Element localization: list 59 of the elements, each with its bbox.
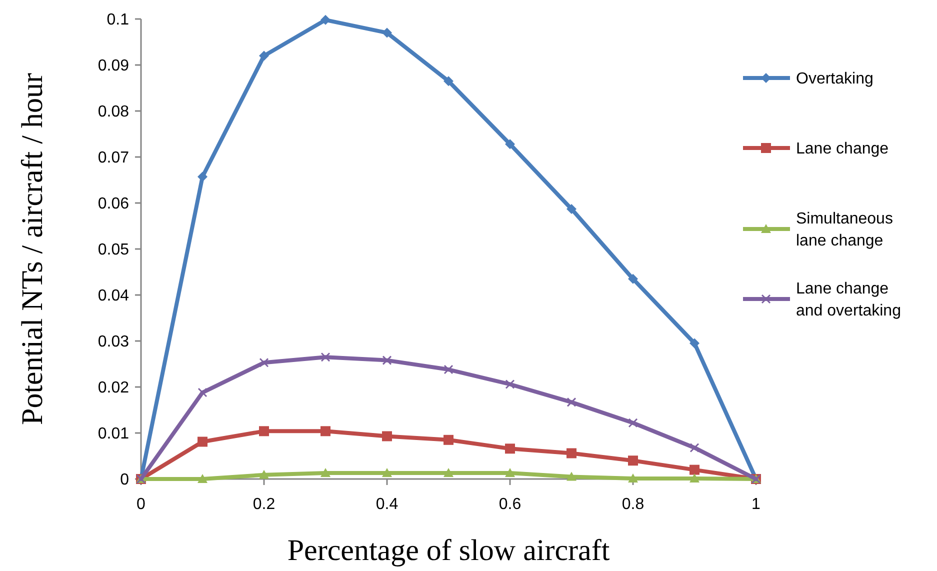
point: [444, 468, 454, 478]
point: [628, 418, 638, 428]
point: [198, 172, 208, 182]
legend-label: Lane change and overtaking: [796, 280, 901, 320]
y-tick-label: 0.01: [98, 426, 130, 443]
point: [259, 426, 269, 436]
point: [505, 379, 515, 389]
x-tick-label: 0.2: [252, 496, 276, 513]
x-tick-label: 0.6: [498, 496, 522, 513]
point: [259, 50, 269, 61]
point: [690, 474, 700, 483]
y-tick-label: 0.02: [98, 380, 130, 397]
point: [198, 388, 208, 398]
point: [444, 434, 454, 445]
x-tick-label: 0.8: [622, 496, 644, 513]
point: [628, 456, 638, 466]
point: [690, 464, 700, 475]
point: [259, 358, 269, 368]
point: [259, 470, 269, 479]
point: [198, 436, 208, 447]
x-tick-label: 0.4: [376, 496, 398, 513]
legend-label: Overtaking: [796, 70, 874, 88]
point: [566, 472, 576, 481]
y-axis-title: Potential NTs / aircraft / hour: [16, 73, 49, 425]
y-tick-label: 0.08: [98, 104, 130, 121]
y-tick-label: 0.05: [98, 242, 130, 259]
point: [382, 431, 392, 442]
point: [320, 14, 330, 25]
y-tick-label: 0: [120, 472, 130, 489]
legend-label: Simultaneous lane change: [796, 210, 893, 250]
point: [198, 474, 208, 483]
point: [382, 356, 392, 366]
point: [320, 352, 330, 362]
point: [628, 274, 638, 284]
point: [320, 468, 330, 478]
point: [566, 204, 576, 214]
point: [690, 442, 700, 452]
x-axis-title: Percentage of slow aircraft: [287, 534, 610, 567]
point: [505, 139, 515, 150]
point: [320, 426, 330, 436]
point: [382, 28, 392, 38]
y-tick-label: 0.03: [98, 334, 130, 351]
y-tick-label: 0.06: [98, 196, 130, 213]
y-tick-label: 0.09: [98, 58, 130, 75]
x-tick-label: 0: [136, 496, 146, 513]
point: [382, 468, 392, 478]
point: [505, 444, 515, 454]
legend-label: Lane change: [796, 140, 889, 158]
point: [690, 338, 700, 348]
y-tick-label: 0.07: [98, 150, 130, 167]
point: [566, 397, 576, 407]
point: [444, 76, 454, 86]
point: [566, 448, 576, 458]
point: [505, 468, 515, 478]
y-tick-label: 0.1: [106, 12, 130, 29]
point: [444, 364, 454, 374]
y-tick-label: 0.04: [98, 288, 130, 305]
x-tick-label: 1: [752, 496, 761, 513]
point: [628, 474, 638, 483]
